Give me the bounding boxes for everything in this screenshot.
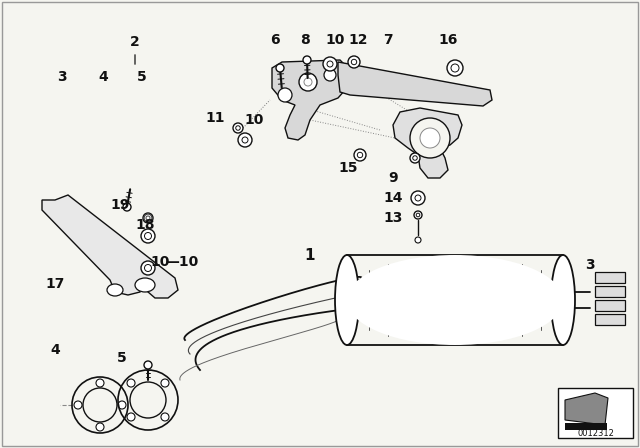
Circle shape	[323, 57, 337, 71]
Circle shape	[238, 133, 252, 147]
Bar	[595, 272, 625, 283]
Bar	[558, 388, 633, 438]
Text: 3: 3	[57, 70, 67, 84]
Polygon shape	[393, 108, 462, 178]
Circle shape	[141, 261, 155, 275]
Circle shape	[299, 73, 317, 91]
Bar	[595, 300, 625, 311]
Circle shape	[161, 413, 169, 421]
Text: 15: 15	[339, 161, 358, 175]
Circle shape	[278, 88, 292, 102]
Text: 5: 5	[117, 351, 127, 365]
Text: 11: 11	[205, 111, 225, 125]
Circle shape	[118, 401, 126, 409]
Circle shape	[161, 379, 169, 387]
Text: —10: —10	[165, 255, 198, 269]
Circle shape	[411, 191, 425, 205]
Circle shape	[127, 379, 135, 387]
Circle shape	[410, 153, 420, 163]
Circle shape	[304, 78, 312, 86]
Text: 16: 16	[438, 33, 458, 47]
Text: 2: 2	[130, 35, 140, 49]
Circle shape	[96, 379, 104, 387]
Bar	[565, 423, 607, 430]
Ellipse shape	[551, 255, 575, 345]
Text: 6: 6	[270, 33, 280, 47]
Text: 12: 12	[348, 33, 368, 47]
Text: 5: 5	[137, 70, 147, 84]
Circle shape	[144, 214, 152, 222]
Polygon shape	[272, 60, 345, 140]
Text: 4: 4	[50, 343, 60, 357]
Text: 14: 14	[383, 191, 403, 205]
Text: 8: 8	[300, 33, 310, 47]
Text: 9: 9	[388, 171, 398, 185]
Polygon shape	[565, 393, 608, 425]
Text: 10: 10	[325, 33, 345, 47]
Circle shape	[348, 56, 360, 68]
Text: 17: 17	[45, 277, 65, 291]
Text: 10: 10	[150, 255, 170, 269]
Text: 1: 1	[305, 247, 316, 263]
Circle shape	[96, 423, 104, 431]
Circle shape	[144, 361, 152, 369]
Text: 19: 19	[110, 198, 130, 212]
Circle shape	[233, 123, 243, 133]
Text: 0012312: 0012312	[577, 428, 614, 438]
Circle shape	[354, 149, 366, 161]
Polygon shape	[42, 195, 178, 298]
Polygon shape	[338, 62, 492, 106]
Circle shape	[143, 213, 153, 223]
Circle shape	[276, 64, 284, 72]
Ellipse shape	[347, 255, 563, 345]
Circle shape	[123, 203, 131, 211]
Circle shape	[127, 413, 135, 421]
Ellipse shape	[135, 278, 155, 292]
Circle shape	[414, 211, 422, 219]
Circle shape	[324, 69, 336, 81]
Bar	[595, 286, 625, 297]
Bar	[595, 314, 625, 325]
Text: 4: 4	[98, 70, 108, 84]
Circle shape	[420, 128, 440, 148]
Ellipse shape	[335, 255, 359, 345]
Circle shape	[303, 56, 311, 64]
Ellipse shape	[107, 284, 123, 296]
Circle shape	[410, 118, 450, 158]
Circle shape	[74, 401, 82, 409]
Circle shape	[141, 229, 155, 243]
Text: 7: 7	[383, 33, 393, 47]
Text: 10: 10	[244, 113, 264, 127]
Circle shape	[447, 60, 463, 76]
Text: 3: 3	[585, 258, 595, 272]
Circle shape	[415, 237, 421, 243]
Text: 13: 13	[383, 211, 403, 225]
Text: 18: 18	[135, 218, 155, 232]
